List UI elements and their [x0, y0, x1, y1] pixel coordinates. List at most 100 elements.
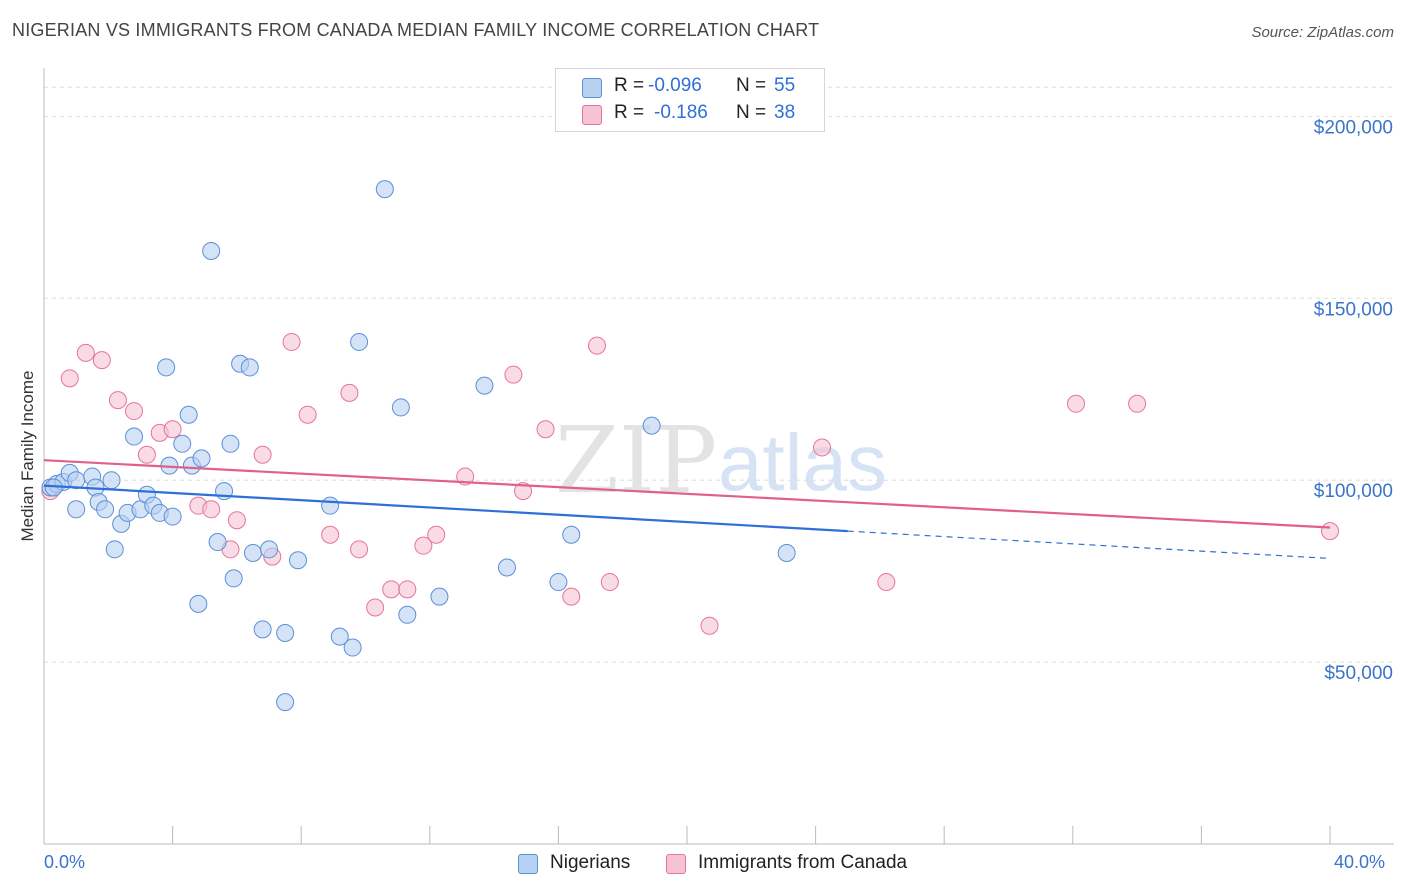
n-value: 55	[774, 75, 796, 96]
legend-label: Nigerians	[550, 852, 631, 873]
nigerian-point	[276, 623, 295, 642]
canada-point	[813, 438, 832, 457]
nigerian-point	[253, 620, 272, 639]
canada-point	[456, 467, 475, 486]
nigerian-point	[549, 573, 568, 592]
canada-trend-line	[43, 459, 1331, 529]
y-tick-label: $50,000	[1324, 663, 1393, 684]
nigerian-point	[330, 627, 349, 646]
canada-point	[1321, 522, 1339, 541]
nigerian-point	[221, 434, 240, 453]
canada-point	[700, 616, 719, 635]
nigerian-point	[240, 358, 259, 377]
nigerians-trend-extension	[847, 530, 1331, 560]
r-label: R =	[614, 75, 645, 96]
canada-point	[321, 525, 340, 544]
nigerian-point	[173, 434, 192, 453]
canada-point	[298, 405, 317, 424]
nigerian-point	[67, 500, 86, 519]
canada-point	[60, 369, 79, 388]
canada-point	[504, 365, 523, 384]
nigerian-point	[260, 540, 279, 559]
n-value: 38	[774, 102, 796, 123]
nigerian-point	[475, 376, 494, 395]
nigerian-point	[179, 405, 198, 424]
canada-point	[108, 391, 127, 410]
canada-point	[1067, 394, 1086, 413]
nigerian-point	[350, 332, 369, 351]
canada-point	[92, 351, 111, 370]
nigerian-point	[642, 416, 661, 435]
nigerian-point	[243, 543, 262, 562]
legend-nigerians: Nigerians	[518, 852, 630, 874]
canada-point	[536, 420, 555, 439]
y-tick-labels: $50,000 $100,000 $150,000 $200,000	[1314, 117, 1393, 684]
nigerian-point	[398, 605, 417, 624]
y-tick-label: $100,000	[1314, 481, 1393, 502]
watermark-zip: ZIP	[555, 407, 717, 514]
nigerian-point	[105, 540, 124, 559]
canada-point	[137, 445, 156, 464]
canada-point	[282, 332, 301, 351]
nigerian-point	[192, 449, 211, 468]
nigerian-point	[321, 496, 340, 515]
nigerian-point	[288, 551, 307, 570]
stats-swatch-pink	[582, 105, 602, 125]
stats-swatch-blue	[582, 78, 602, 98]
trend-lines	[43, 459, 1331, 560]
canada-point	[202, 500, 221, 519]
nigerian-point	[391, 398, 410, 417]
nigerian-point	[343, 638, 362, 657]
nigerian-point	[96, 500, 115, 519]
n-label: N =	[736, 75, 767, 96]
nigerian-point	[208, 533, 227, 552]
legend-label: Immigrants from Canada	[698, 852, 908, 873]
nigerian-point	[202, 241, 221, 260]
nigerian-point	[375, 180, 394, 199]
x-tick-right: 40.0%	[1334, 852, 1386, 872]
y-tick-label: $150,000	[1314, 299, 1393, 320]
nigerian-point	[430, 587, 449, 606]
canada-point	[125, 402, 144, 421]
stats-box: R = -0.096 N = 55 R = -0.186 N = 38	[555, 68, 825, 132]
nigerian-point	[224, 569, 243, 588]
nigerian-point	[189, 594, 208, 613]
canada-point	[76, 343, 95, 362]
nigerian-point	[562, 525, 581, 544]
canada-point	[600, 573, 619, 592]
canada-point	[1128, 394, 1147, 413]
legend-swatch-pink	[666, 854, 686, 874]
axes	[43, 68, 1394, 845]
nigerian-point	[125, 427, 144, 446]
series-immigrants-from-canada-points	[41, 332, 1339, 635]
canada-point	[398, 580, 417, 599]
r-value: -0.186	[654, 102, 708, 123]
watermark-atlas: atlas	[718, 418, 887, 507]
legend-swatch-blue	[518, 854, 538, 874]
nigerian-point	[163, 507, 182, 526]
n-label: N =	[736, 102, 767, 123]
canada-point	[587, 336, 606, 355]
chart-title: NIGERIAN VS IMMIGRANTS FROM CANADA MEDIA…	[12, 20, 820, 40]
canada-point	[877, 573, 896, 592]
canada-point	[366, 598, 385, 617]
nigerian-point	[157, 358, 176, 377]
r-value: -0.096	[648, 75, 702, 96]
r-label: R =	[614, 102, 645, 123]
canada-point	[414, 536, 433, 555]
canada-point	[340, 383, 359, 402]
canada-point	[163, 420, 182, 439]
canada-point	[350, 540, 369, 559]
legend-immigrants: Immigrants from Canada	[666, 852, 907, 874]
canada-point	[253, 445, 272, 464]
source-label: Source: ZipAtlas.com	[1251, 24, 1394, 41]
nigerian-point	[102, 471, 121, 490]
nigerians-trend-line	[43, 484, 848, 533]
nigerian-point	[497, 558, 516, 577]
canada-point	[427, 525, 446, 544]
canada-point	[382, 580, 401, 599]
nigerian-point	[777, 543, 796, 562]
x-tick-left: 0.0%	[44, 852, 86, 872]
canada-point	[514, 482, 533, 501]
